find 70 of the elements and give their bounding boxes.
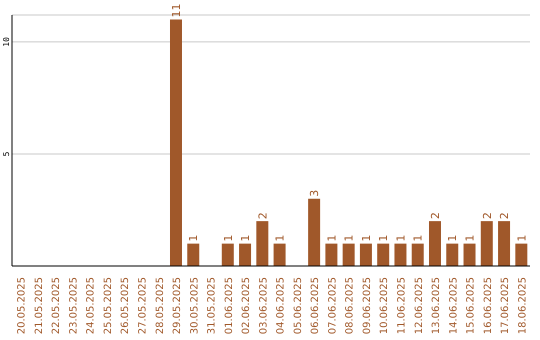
y-tick-label: 10: [2, 36, 11, 47]
x-tick-label: 10.06.2025: [379, 277, 390, 334]
bar: [412, 244, 424, 266]
x-tick-label: 13.06.2025: [431, 277, 442, 334]
x-tick-label: 05.06.2025: [292, 277, 304, 334]
x-tick-label: 12.06.2025: [414, 277, 425, 334]
data-label: 1: [394, 234, 408, 242]
x-tick-label: 28.05.2025: [154, 277, 166, 334]
x-tick-label: 11.06.2025: [396, 277, 408, 334]
x-tick-label: 27.05.2025: [138, 277, 148, 334]
x-tick-label: 08.06.2025: [344, 277, 356, 334]
bar: [377, 244, 390, 266]
x-tick-label: 25.05.2025: [102, 277, 114, 334]
x-tick-label: 02.06.2025: [241, 277, 252, 334]
bar: [428, 221, 441, 266]
bar: [274, 244, 286, 266]
data-label: 1: [412, 234, 425, 242]
data-label: 2: [480, 212, 494, 220]
data-label: 1: [342, 234, 356, 242]
bar: [187, 244, 200, 266]
x-tick-label: 23.05.2025: [68, 277, 80, 334]
data-label: 1: [360, 234, 373, 242]
x-tick-label: 24.05.2025: [86, 277, 97, 334]
bar: [480, 221, 493, 266]
x-tick-label: 21.05.2025: [34, 277, 45, 334]
x-tick-label: 22.05.2025: [51, 277, 62, 334]
bar: [464, 244, 476, 266]
data-label: 2: [428, 212, 442, 220]
bar: [394, 244, 406, 266]
x-tick-label: 20.05.2025: [16, 277, 28, 334]
x-tick-label: 18.06.2025: [517, 277, 528, 334]
data-label: 1: [515, 234, 528, 242]
data-label: 11: [170, 3, 183, 18]
bar: [170, 19, 182, 266]
x-tick-label: 07.06.2025: [327, 277, 338, 334]
x-tick-label: 26.05.2025: [120, 277, 132, 334]
data-label: 1: [274, 234, 287, 242]
data-label: 2: [256, 212, 270, 220]
data-label: 1: [446, 234, 460, 242]
bar: [308, 198, 320, 266]
x-tick-label: 31.05.2025: [206, 277, 218, 334]
bar: [256, 221, 268, 266]
data-label: 1: [377, 234, 390, 242]
data-label: 1: [325, 234, 338, 242]
x-tick-label: 29.05.2025: [172, 277, 184, 334]
data-label: 1: [239, 234, 252, 242]
bar: [325, 244, 338, 266]
x-tick-label: 01.06.2025: [224, 277, 235, 334]
x-tick-label: 16.06.2025: [482, 277, 494, 334]
data-label: 3: [308, 190, 322, 197]
bar: [515, 244, 528, 266]
x-tick-label: 09.06.2025: [362, 277, 373, 334]
bar: [498, 221, 510, 266]
data-label: 1: [464, 234, 477, 242]
x-tick-label: 14.06.2025: [448, 277, 460, 334]
x-tick-label: 04.06.2025: [276, 277, 287, 334]
x-tick-label: 30.05.2025: [189, 277, 200, 334]
x-tick-label: 15.06.2025: [466, 277, 477, 334]
data-label: 1: [187, 234, 200, 242]
bar: [342, 244, 355, 266]
bar: [360, 244, 372, 266]
x-tick-label: 17.06.2025: [500, 277, 512, 334]
x-tick-label: 06.06.2025: [310, 277, 322, 334]
data-label: 2: [498, 212, 512, 220]
bar: [239, 244, 252, 266]
bar: [446, 244, 458, 266]
data-label: 1: [222, 234, 235, 242]
bar: [222, 244, 234, 266]
y-tick-label: 5: [2, 151, 11, 156]
x-tick-label: 03.06.2025: [258, 277, 270, 334]
